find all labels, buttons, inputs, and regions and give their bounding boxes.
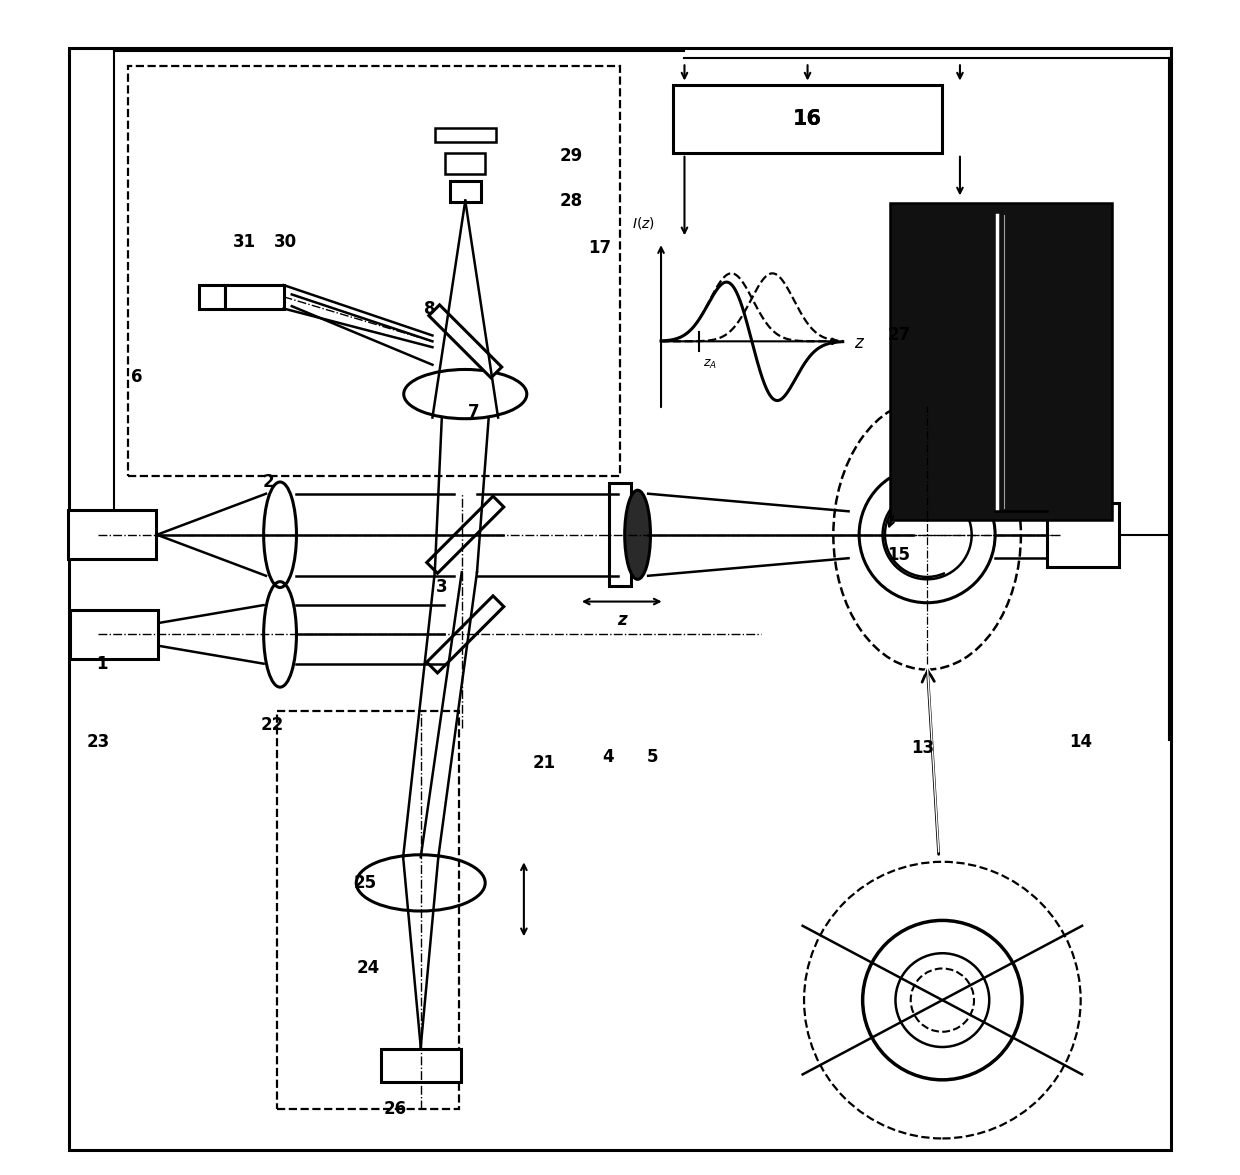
Text: 8: 8	[424, 300, 435, 317]
Text: 16: 16	[794, 108, 822, 128]
Bar	[673, 85, 942, 153]
Text: 5: 5	[647, 748, 658, 766]
Text: 15: 15	[888, 545, 910, 564]
Bar	[889, 203, 1112, 519]
Bar	[903, 355, 952, 385]
Text: 17: 17	[589, 239, 611, 256]
Text: $z_A$: $z_A$	[703, 358, 717, 371]
Text: 13: 13	[911, 739, 934, 757]
Bar	[1047, 503, 1120, 568]
Text: z: z	[618, 611, 627, 629]
Text: 4: 4	[603, 748, 614, 766]
Text: 26: 26	[383, 1100, 407, 1119]
Text: 30: 30	[274, 233, 298, 250]
Text: 3: 3	[436, 578, 448, 597]
Text: 21: 21	[532, 754, 556, 772]
Polygon shape	[429, 304, 502, 378]
Text: 23: 23	[87, 733, 110, 751]
Bar	[277, 711, 459, 1109]
Text: 14: 14	[1069, 733, 1092, 751]
Text: $I(z)$: $I(z)$	[632, 215, 655, 230]
Bar	[450, 181, 481, 202]
Polygon shape	[427, 496, 503, 573]
Bar	[68, 510, 156, 559]
Text: 1: 1	[97, 654, 108, 673]
Text: 27: 27	[888, 327, 910, 344]
Bar	[224, 286, 284, 309]
Polygon shape	[427, 596, 503, 673]
Bar	[69, 610, 157, 659]
Bar	[200, 286, 224, 309]
Text: 25: 25	[355, 874, 377, 892]
Text: 28: 28	[559, 192, 583, 209]
Bar	[435, 128, 496, 142]
Text: 29: 29	[559, 147, 583, 166]
Ellipse shape	[625, 490, 651, 579]
Bar	[445, 153, 485, 174]
Text: 2: 2	[263, 474, 274, 491]
Text: 24: 24	[356, 960, 379, 978]
Bar	[381, 1049, 460, 1082]
Text: 22: 22	[260, 716, 284, 733]
Text: 7: 7	[467, 403, 480, 421]
Bar	[128, 66, 620, 476]
Text: $z$: $z$	[854, 335, 866, 352]
Text: 16: 16	[794, 108, 822, 128]
Text: 31: 31	[233, 233, 257, 250]
Text: 6: 6	[131, 368, 143, 385]
Bar	[609, 483, 631, 586]
